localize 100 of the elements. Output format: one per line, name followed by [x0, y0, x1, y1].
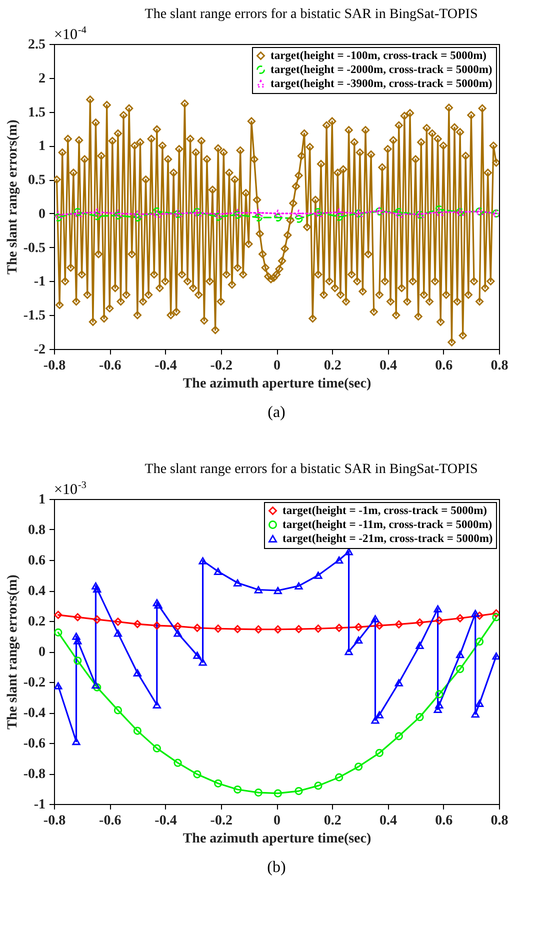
point: [114, 630, 122, 637]
point: [335, 773, 344, 782]
point: [354, 623, 363, 632]
point: [154, 601, 162, 609]
point: [435, 701, 444, 708]
point: [193, 652, 202, 659]
x-tick-label: 0.2: [324, 358, 342, 374]
point: [314, 572, 322, 579]
x-tick-label: 0.8: [490, 814, 508, 828]
point: [274, 213, 282, 222]
x-tick-label: -0.2: [210, 814, 232, 828]
x-tick-label: 0.8: [490, 358, 508, 374]
point: [93, 683, 102, 692]
x-tick-label: 0.6: [435, 358, 453, 374]
point: [274, 625, 282, 634]
point: [54, 211, 62, 218]
y-tick-label: 0.8: [28, 523, 46, 538]
point: [314, 624, 322, 633]
point: [133, 213, 142, 222]
text: (a): [268, 404, 286, 421]
point: [371, 615, 380, 622]
legend-label: target(height = -11m, cross-track = 5000m): [282, 518, 492, 531]
legend-label: target(height = -100m, cross-track = 5000m): [270, 50, 487, 62]
x-tick-label: -0.2: [210, 358, 232, 374]
x-tick-label: 0.6: [435, 814, 453, 828]
y-axis-title: The slant range errors(m): [5, 574, 20, 730]
point: [344, 548, 353, 556]
point: [274, 586, 282, 594]
point: [434, 605, 442, 612]
point: [416, 713, 424, 722]
y-tick-label: -0.6: [23, 736, 46, 752]
point: [354, 636, 363, 644]
point: [314, 782, 322, 790]
point: [152, 622, 161, 630]
point: [294, 625, 303, 634]
y-tick-label: -1: [34, 274, 46, 290]
point: [492, 652, 499, 660]
y-tick-label: 1: [38, 492, 46, 508]
point: [93, 208, 102, 216]
y-tick-label: -0.8: [23, 767, 46, 782]
y-tick-label: -2: [34, 342, 46, 358]
point: [152, 210, 161, 218]
y-tick-label: 0: [38, 645, 46, 660]
legend-label: target(height = -3900m, cross-track = 5000m): [270, 78, 492, 90]
point: [72, 632, 80, 640]
point: [456, 614, 464, 622]
x-tick-label: -0.6: [99, 814, 122, 828]
point: [254, 209, 262, 216]
point: [294, 582, 303, 590]
point: [74, 613, 82, 622]
point: [133, 726, 142, 735]
y-tick-label: -0.5: [23, 240, 46, 256]
y-tick-label: 0.6: [28, 554, 46, 568]
point: [214, 212, 222, 221]
point: [133, 210, 142, 218]
point: [475, 700, 484, 707]
x-tick-label: -0.4: [154, 358, 177, 374]
chart-title: The slant range errors for a bistatic SAR in BingSat-TOPIS: [144, 7, 478, 22]
y-tick-label: -1.5: [23, 308, 46, 324]
point: [93, 212, 102, 220]
point: [354, 762, 363, 771]
y-tick-label: -1: [34, 798, 46, 812]
point: [456, 650, 464, 658]
x-tick-label: 0.2: [324, 814, 342, 828]
point: [174, 622, 182, 630]
point: [492, 609, 499, 618]
point: [475, 612, 484, 620]
y-tick-label: 1.5: [28, 105, 46, 120]
point: [274, 210, 282, 218]
point: [471, 710, 480, 718]
point: [74, 637, 82, 644]
point: [456, 664, 464, 674]
point: [174, 630, 182, 637]
point: [335, 212, 344, 221]
point: [375, 711, 384, 718]
point: [435, 690, 444, 698]
legend-label: target(height = -2000m, cross-track = 5000m): [270, 64, 492, 76]
y-tick-label: 0.2: [28, 614, 46, 630]
point: [214, 779, 222, 788]
point: [254, 213, 262, 222]
y-axis-title: The slant range errors(m): [5, 119, 20, 274]
point: [375, 622, 384, 630]
y-tick-label: 1: [38, 139, 46, 154]
point: [114, 706, 122, 714]
point: [371, 716, 380, 724]
y-tick-label: -0.2: [23, 676, 46, 690]
point: [74, 656, 82, 665]
y-tick-label: 0: [38, 206, 46, 222]
point: [294, 210, 303, 218]
point: [294, 786, 303, 796]
x-tick-label: 0: [274, 814, 280, 828]
text: (b): [267, 859, 286, 876]
point: [152, 207, 161, 216]
y-tick-label: -0.4: [23, 706, 46, 721]
point: [174, 758, 182, 767]
legend-label: target(height = -21m, cross-track = 5000m): [282, 532, 493, 545]
point: [335, 624, 344, 632]
point: [435, 616, 444, 625]
x-tick-label: -0.6: [99, 358, 122, 374]
point: [92, 681, 100, 689]
